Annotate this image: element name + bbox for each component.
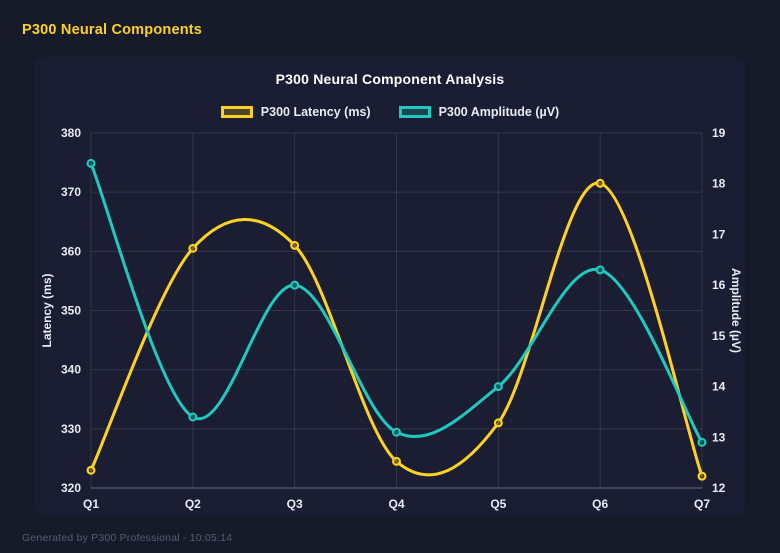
legend-label-amplitude: P300 Amplitude (µV) <box>438 105 560 119</box>
x-axis-tick: Q3 <box>287 497 303 511</box>
x-axis-tick: Q2 <box>185 497 201 511</box>
footer-note: Generated by P300 Professional - 10:05:1… <box>22 532 233 544</box>
latency-point-Q4[interactable] <box>392 456 402 466</box>
chart-title: P300 Neural Component Analysis <box>275 71 505 87</box>
y-axis-left-tick: 370 <box>61 185 81 199</box>
y-axis-left-tick: 380 <box>61 126 81 140</box>
latency-point-Q7[interactable] <box>697 471 707 481</box>
y-axis-right-tick: 14 <box>712 380 726 394</box>
x-axis-tick: Q4 <box>388 497 404 511</box>
amplitude-point-Q3[interactable] <box>290 280 300 290</box>
y-axis-right-tick: 13 <box>712 430 726 444</box>
latency-swatch-icon <box>220 106 253 118</box>
y-axis-left-tick: 360 <box>61 244 81 258</box>
y-axis-right-tick: 16 <box>712 278 726 292</box>
y-axis-left-tick: 340 <box>61 363 81 377</box>
amplitude-point-Q5[interactable] <box>493 382 503 392</box>
legend-item-amplitude[interactable]: P300 Amplitude (µV) <box>398 105 560 119</box>
latency-point-Q5[interactable] <box>493 418 503 428</box>
amplitude-swatch-icon <box>398 106 431 118</box>
x-axis-tick: Q1 <box>83 497 99 511</box>
y-axis-left-tick: 320 <box>61 481 81 495</box>
latency-point-Q3[interactable] <box>290 240 300 250</box>
amplitude-point-Q6[interactable] <box>595 265 605 275</box>
chart-canvas[interactable]: 320 330 340 350 360 370 380 12 13 14 15 16 17 18 19 Q1 Q… <box>35 57 745 516</box>
legend-label-latency: P300 Latency (ms) <box>260 105 371 119</box>
y-axis-right-tick: 18 <box>712 177 726 191</box>
page-title: P300 Neural Components <box>22 22 203 38</box>
x-axis-tick: Q6 <box>592 497 608 511</box>
y-axis-left-tick: 350 <box>61 304 81 318</box>
amplitude-point-Q1[interactable] <box>86 158 96 168</box>
right-axis-title: Amplitude (µV) <box>729 268 743 353</box>
y-axis-right-tick: 19 <box>712 126 726 140</box>
y-axis-left-tick: 330 <box>61 422 81 436</box>
x-axis-tick: Q7 <box>694 497 710 511</box>
legend-item-latency[interactable]: P300 Latency (ms) <box>220 105 371 119</box>
latency-point-Q6[interactable] <box>595 178 605 188</box>
latency-point-Q1[interactable] <box>86 465 96 475</box>
amplitude-point-Q2[interactable] <box>188 412 198 422</box>
amplitude-point-Q7[interactable] <box>697 437 707 447</box>
chart-card: P300 Neural Component Analysis P300 Late… <box>35 57 745 516</box>
amplitude-point-Q4[interactable] <box>392 427 402 437</box>
chart-legend: P300 Latency (ms) P300 Amplitude (µV) <box>35 105 745 119</box>
latency-point-Q2[interactable] <box>188 243 198 253</box>
y-axis-right-tick: 15 <box>712 329 726 343</box>
x-axis-tick: Q5 <box>490 497 506 511</box>
left-axis-title: Latency (ms) <box>40 273 54 347</box>
y-axis-right-tick: 12 <box>712 481 726 495</box>
y-axis-right-tick: 17 <box>712 227 726 241</box>
